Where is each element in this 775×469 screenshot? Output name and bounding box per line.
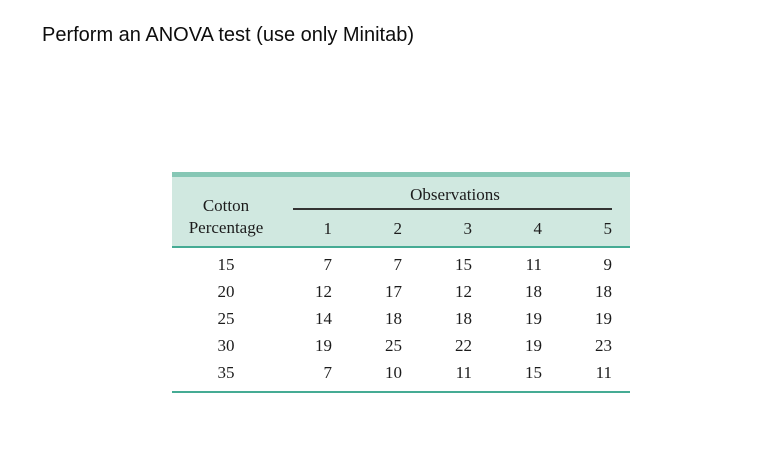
cotton-percentage-table: Cotton Percentage Observations 1 2 3 4 5…: [172, 172, 630, 393]
table-cell: 22: [455, 335, 472, 355]
table-cell: 23: [595, 335, 612, 355]
table-row: 15 7 7 15 11 9: [172, 251, 630, 278]
table-cell: 18: [525, 281, 542, 301]
page-title: Perform an ANOVA test (use only Minitab): [42, 24, 415, 46]
table-body: 15 7 7 15 11 9 20 12 17 12 18 18 25 14 1…: [172, 248, 630, 393]
column-header-5: 5: [603, 219, 613, 238]
column-header-3: 3: [463, 219, 473, 238]
row-label: 15: [217, 254, 235, 274]
column-header-1: 1: [323, 219, 333, 238]
table-cell: 11: [595, 362, 612, 382]
corner-header-cotton-percentage: Cotton Percentage: [172, 177, 280, 246]
table-cell: 9: [603, 254, 613, 274]
column-header-4: 4: [533, 219, 543, 238]
table-row: 35 7 10 11 15 11: [172, 359, 630, 386]
table-cell: 15: [455, 254, 472, 274]
observations-underline-rule: [293, 208, 612, 210]
table-cell: 7: [393, 254, 403, 274]
row-label: 35: [217, 362, 235, 382]
table-cell: 17: [385, 281, 402, 301]
table-header: Cotton Percentage Observations 1 2 3 4 5: [172, 177, 630, 248]
table-cell: 10: [385, 362, 402, 382]
table-row: 25 14 18 18 19 19: [172, 305, 630, 332]
table-cell: 7: [323, 362, 333, 382]
table-cell: 15: [525, 362, 542, 382]
table-cell: 18: [385, 308, 402, 328]
table-cell: 19: [595, 308, 612, 328]
corner-label-line1: Cotton: [202, 196, 250, 215]
table-cell: 11: [455, 362, 472, 382]
table-cell: 19: [315, 335, 332, 355]
table-top-rule: [172, 172, 630, 177]
table-cell: 11: [525, 254, 542, 274]
corner-label-line2: Percentage: [188, 218, 264, 237]
table-row: 20 12 17 12 18 18: [172, 278, 630, 305]
table-cell: 18: [455, 308, 472, 328]
observations-header-group: Observations 1 2 3 4 5: [280, 177, 630, 246]
observations-group-label: Observations: [410, 185, 500, 204]
table-row: 30 19 25 22 19 23: [172, 332, 630, 359]
table-cell: 19: [525, 335, 542, 355]
table-cell: 18: [595, 281, 612, 301]
row-label: 20: [217, 281, 235, 301]
table-cell: 25: [385, 335, 402, 355]
column-header-2: 2: [393, 219, 403, 238]
row-label: 30: [217, 335, 235, 355]
table-cell: 19: [525, 308, 542, 328]
table-cell: 12: [315, 281, 332, 301]
observation-column-headers: 1 2 3 4 5: [280, 219, 630, 246]
table-cell: 14: [315, 308, 332, 328]
table-cell: 7: [323, 254, 333, 274]
row-label: 25: [217, 308, 235, 328]
table-cell: 12: [455, 281, 472, 301]
